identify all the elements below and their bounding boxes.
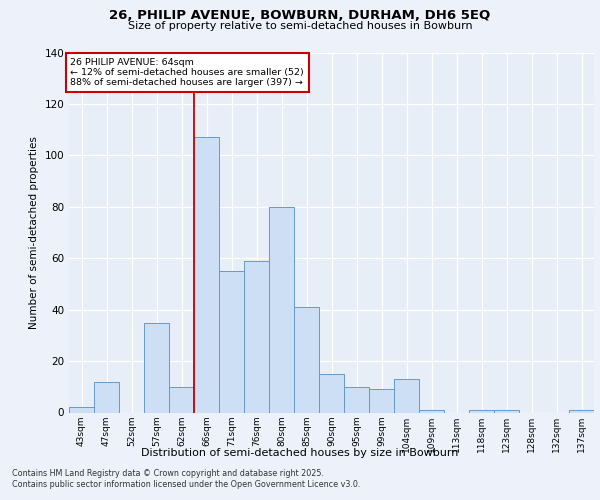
- Bar: [169, 387, 194, 412]
- Y-axis label: Number of semi-detached properties: Number of semi-detached properties: [29, 136, 39, 329]
- Text: Size of property relative to semi-detached houses in Bowburn: Size of property relative to semi-detach…: [128, 21, 472, 31]
- Bar: [69, 408, 94, 412]
- Bar: [494, 410, 519, 412]
- Text: Distribution of semi-detached houses by size in Bowburn: Distribution of semi-detached houses by …: [142, 448, 458, 458]
- Bar: [219, 271, 244, 412]
- Bar: [344, 387, 369, 412]
- Bar: [319, 374, 344, 412]
- Bar: [419, 410, 444, 412]
- Bar: [194, 138, 219, 412]
- Bar: [269, 207, 294, 412]
- Text: 26 PHILIP AVENUE: 64sqm
← 12% of semi-detached houses are smaller (52)
88% of se: 26 PHILIP AVENUE: 64sqm ← 12% of semi-de…: [70, 58, 304, 88]
- Bar: [94, 382, 119, 412]
- Bar: [244, 261, 269, 412]
- Bar: [294, 307, 319, 412]
- Bar: [394, 379, 419, 412]
- Bar: [144, 322, 169, 412]
- Bar: [469, 410, 494, 412]
- Text: 26, PHILIP AVENUE, BOWBURN, DURHAM, DH6 5EQ: 26, PHILIP AVENUE, BOWBURN, DURHAM, DH6 …: [109, 9, 491, 22]
- Bar: [569, 410, 594, 412]
- Text: Contains HM Land Registry data © Crown copyright and database right 2025.: Contains HM Land Registry data © Crown c…: [12, 469, 324, 478]
- Text: Contains public sector information licensed under the Open Government Licence v3: Contains public sector information licen…: [12, 480, 361, 489]
- Bar: [369, 390, 394, 412]
